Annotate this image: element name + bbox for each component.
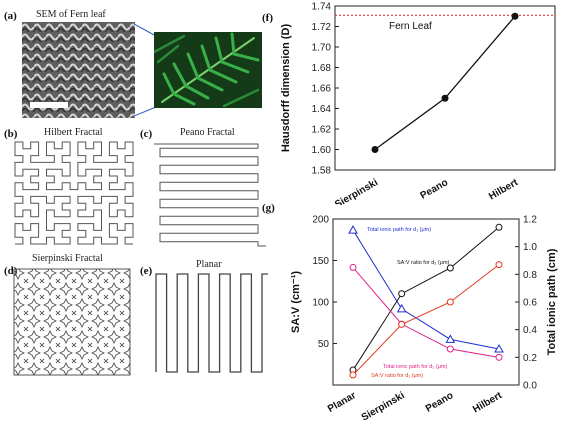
y-tick-label: 1.66 — [312, 84, 332, 95]
y-tick-label: 1.72 — [312, 22, 332, 33]
data-point — [495, 261, 503, 269]
panel-c-label: (c) — [140, 128, 153, 140]
x-tick-label: Planar — [326, 390, 358, 415]
peano-fractal-pattern — [154, 143, 266, 247]
data-point — [441, 94, 449, 102]
y-tick-label: 1.74 — [312, 2, 332, 13]
series-label: SA:V ratio for d₁ (μm) — [371, 373, 423, 379]
y-left-axis-label: SA:V (cm⁻¹) — [290, 271, 302, 333]
panel-g-label: (g) — [262, 202, 275, 214]
series-label: SA:V ratio for d₂ (μm) — [397, 260, 450, 266]
x-tick-label: Sierpinski — [360, 390, 407, 424]
y-right-tick-label: 0.0 — [523, 381, 537, 392]
series-line — [352, 267, 500, 358]
y-right-tick-label: 1.0 — [523, 242, 537, 253]
plot-frame — [332, 218, 520, 386]
plot-frame — [334, 5, 556, 171]
y-tick-label: 1.60 — [312, 145, 332, 156]
series-label: Total ionic path for d₁ (μm) — [367, 227, 431, 233]
x-tick-label: Hilbert — [471, 390, 505, 416]
data-point — [349, 263, 357, 271]
hausdorff-dimension-chart: 1.58 1.60 1.62 1.64 1.66 1.68 1.70 1.72 1.74 Haus… — [280, 2, 556, 205]
data-point — [495, 353, 503, 361]
panel-a-label: (a) — [4, 10, 17, 22]
zoom-connector-lines — [134, 23, 157, 117]
y-right-tick-label: 0.6 — [523, 298, 537, 309]
data-point — [495, 223, 503, 231]
y-right-tick-label: 0.8 — [523, 270, 537, 281]
hilbert-fractal-pattern — [14, 141, 134, 245]
data-point — [398, 290, 406, 298]
fern-leaf-photo — [154, 32, 262, 108]
y-right-tick-label: 1.2 — [523, 215, 537, 226]
sav-ionic-path-chart: 50 100 150 200 0.0 0.2 0.4 0.6 0.8 1.0 1.2 SA:V (cm… — [290, 215, 558, 424]
series-line — [352, 226, 500, 371]
y-tick-label: 1.64 — [312, 104, 332, 115]
data-point — [396, 303, 407, 313]
y-tick-label: 1.70 — [312, 43, 332, 54]
series-line — [352, 264, 500, 376]
x-tick-label: Peano — [419, 177, 450, 202]
panel-e-label: (e) — [140, 265, 153, 277]
series-line — [374, 15, 516, 151]
sierpinski-fractal-pattern — [13, 268, 131, 376]
sem-image — [22, 22, 135, 118]
panel-b-label: (b) — [4, 128, 18, 140]
data-point — [494, 344, 504, 353]
panel-a-title: SEM of Fern leaf — [36, 9, 106, 20]
y-right-tick-label: 0.2 — [523, 353, 537, 364]
data-point — [348, 225, 358, 234]
panel-b-title: Hilbert Fractal — [44, 127, 103, 138]
data-point — [511, 12, 519, 20]
x-tick-label: Hilbert — [487, 177, 521, 203]
data-point — [445, 334, 456, 343]
fern-leaf-label: Fern Leaf — [389, 21, 432, 32]
panel-e-title: Planar — [196, 259, 222, 270]
planar-interdigitated-pattern — [155, 273, 268, 373]
data-point — [446, 345, 454, 353]
y-tick-label: 1.68 — [312, 63, 332, 74]
x-tick-label: Sierpinski — [333, 177, 380, 205]
y-left-tick-label: 150 — [312, 256, 329, 267]
y-left-tick-label: 50 — [318, 339, 330, 350]
data-point — [349, 371, 357, 379]
y-tick-label: 1.62 — [312, 125, 332, 136]
y-right-tick-label: 0.4 — [523, 325, 537, 336]
data-point — [446, 298, 454, 306]
series-line — [352, 229, 500, 350]
y-right-axis-label: Total ionic path (cm) — [546, 248, 558, 355]
panel-c-title: Peano Fractal — [180, 127, 235, 138]
panel-d-title: Sierpinski Fractal — [32, 253, 103, 264]
y-axis-label: Hausdorff dimension (D) — [280, 24, 292, 153]
panel-f-label: (f) — [262, 12, 273, 24]
y-tick-label: 1.58 — [312, 166, 332, 177]
y-left-tick-label: 100 — [312, 298, 329, 309]
scale-bar — [30, 102, 68, 108]
data-point — [371, 146, 379, 153]
series-label: Total ionic path for d₂ (μm) — [383, 364, 447, 370]
x-tick-label: Peano — [424, 390, 455, 415]
y-left-tick-label: 200 — [312, 215, 329, 226]
data-point — [446, 264, 454, 272]
data-point — [398, 320, 406, 328]
